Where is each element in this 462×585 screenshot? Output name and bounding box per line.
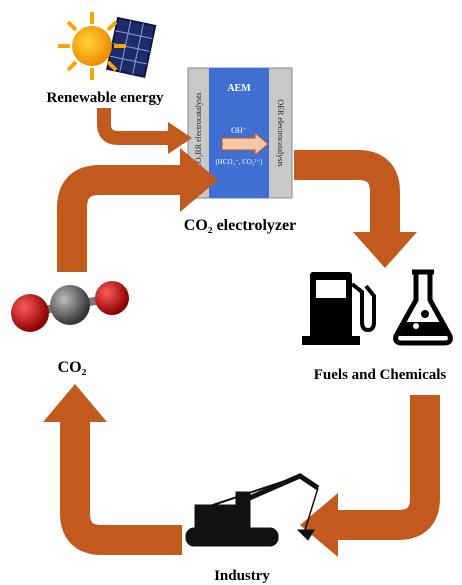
sun [58,12,126,80]
cathode-label: ECO₂RR electrocatalysts [194,93,203,174]
co2-molecule [11,281,129,332]
products-label: Fuels and Chemicals [314,367,447,383]
electrolyzer-label: CO₂ electrolyzer [184,217,296,234]
emission-arrow [43,384,182,555]
energy-arrow [97,108,192,154]
industry-arrow [300,395,440,557]
product-arrow [294,150,417,268]
industry-label: Industry [214,568,270,584]
ion-label: OH⁻ [231,126,247,135]
co2-arrow [57,148,218,272]
aem-label: AEM [227,83,251,94]
anode-label: OER electrocatalysts [276,99,285,166]
co2-label: CO₂ [58,359,87,376]
solar-panel [106,16,157,78]
ion-arrow [221,131,269,157]
fuel-pump-icon [302,272,376,345]
ion-alt-label: (HCO₃⁻, CO₃²⁻) [215,158,263,166]
renewable-label: Renewable energy [46,90,164,106]
flask-icon [393,269,453,346]
electrolyzer [187,67,293,199]
crane-icon [185,473,320,547]
